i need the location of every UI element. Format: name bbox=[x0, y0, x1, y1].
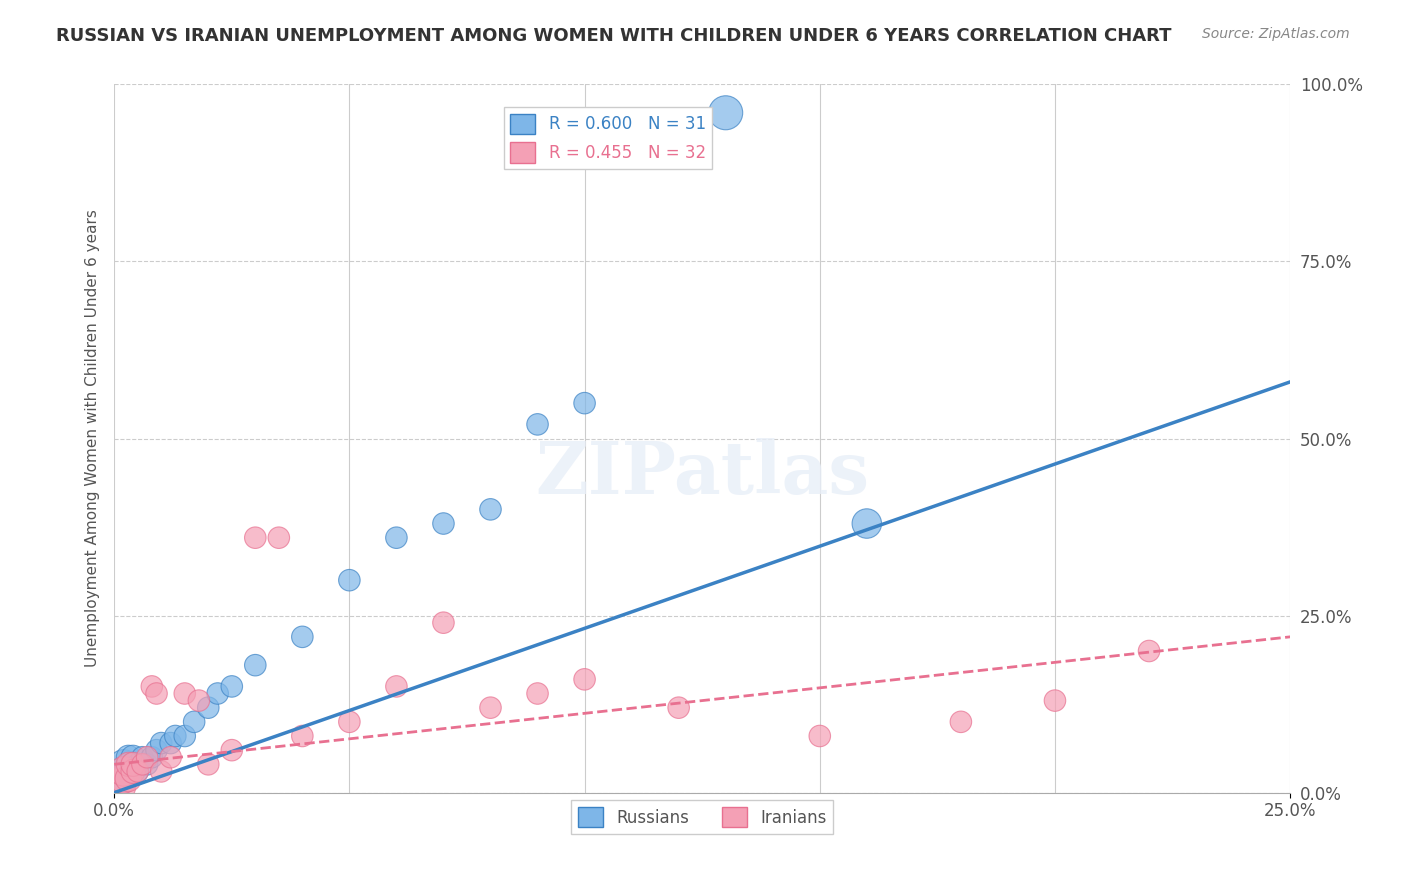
Point bbox=[221, 680, 243, 694]
Point bbox=[291, 630, 314, 644]
Point bbox=[159, 736, 181, 750]
Point bbox=[385, 531, 408, 545]
Point bbox=[112, 757, 135, 772]
Point bbox=[337, 573, 360, 587]
Point bbox=[808, 729, 831, 743]
Point bbox=[145, 743, 167, 757]
Point bbox=[526, 686, 548, 700]
Point bbox=[112, 764, 135, 779]
Point bbox=[159, 750, 181, 764]
Point bbox=[141, 680, 163, 694]
Point bbox=[127, 757, 149, 772]
Point bbox=[714, 105, 737, 120]
Text: ZIPatlas: ZIPatlas bbox=[536, 439, 869, 509]
Point bbox=[122, 750, 145, 764]
Point bbox=[117, 764, 139, 779]
Point bbox=[131, 757, 153, 772]
Point bbox=[165, 729, 187, 743]
Point bbox=[1137, 644, 1160, 658]
Point bbox=[291, 729, 314, 743]
Point bbox=[150, 736, 173, 750]
Point bbox=[117, 757, 139, 772]
Point bbox=[385, 680, 408, 694]
Point bbox=[197, 700, 219, 714]
Point bbox=[949, 714, 972, 729]
Point bbox=[117, 750, 139, 764]
Point bbox=[136, 757, 159, 772]
Point bbox=[183, 714, 205, 729]
Point bbox=[479, 502, 502, 516]
Point bbox=[479, 700, 502, 714]
Point bbox=[337, 714, 360, 729]
Point bbox=[112, 764, 135, 779]
Point bbox=[145, 686, 167, 700]
Point bbox=[526, 417, 548, 432]
Point bbox=[136, 750, 159, 764]
Point bbox=[207, 686, 229, 700]
Point bbox=[141, 750, 163, 764]
Point bbox=[574, 673, 596, 687]
Point bbox=[1043, 693, 1066, 707]
Point bbox=[122, 757, 145, 772]
Point bbox=[127, 764, 149, 779]
Point bbox=[197, 757, 219, 772]
Legend: Russians, Iranians: Russians, Iranians bbox=[571, 800, 834, 834]
Point bbox=[245, 658, 267, 673]
Point bbox=[122, 757, 145, 772]
Point bbox=[108, 772, 131, 786]
Text: RUSSIAN VS IRANIAN UNEMPLOYMENT AMONG WOMEN WITH CHILDREN UNDER 6 YEARS CORRELAT: RUSSIAN VS IRANIAN UNEMPLOYMENT AMONG WO… bbox=[56, 27, 1171, 45]
Text: Source: ZipAtlas.com: Source: ZipAtlas.com bbox=[1202, 27, 1350, 41]
Point bbox=[112, 772, 135, 786]
Point bbox=[117, 772, 139, 786]
Point bbox=[127, 764, 149, 779]
Point bbox=[668, 700, 690, 714]
Y-axis label: Unemployment Among Women with Children Under 6 years: Unemployment Among Women with Children U… bbox=[86, 210, 100, 667]
Point bbox=[150, 764, 173, 779]
Point bbox=[173, 686, 195, 700]
Point bbox=[856, 516, 879, 531]
Point bbox=[131, 750, 153, 764]
Point bbox=[245, 531, 267, 545]
Point bbox=[108, 779, 131, 793]
Point bbox=[122, 764, 145, 779]
Point bbox=[221, 743, 243, 757]
Point bbox=[173, 729, 195, 743]
Point bbox=[267, 531, 290, 545]
Point bbox=[187, 693, 209, 707]
Point bbox=[574, 396, 596, 410]
Point bbox=[432, 516, 454, 531]
Point bbox=[432, 615, 454, 630]
